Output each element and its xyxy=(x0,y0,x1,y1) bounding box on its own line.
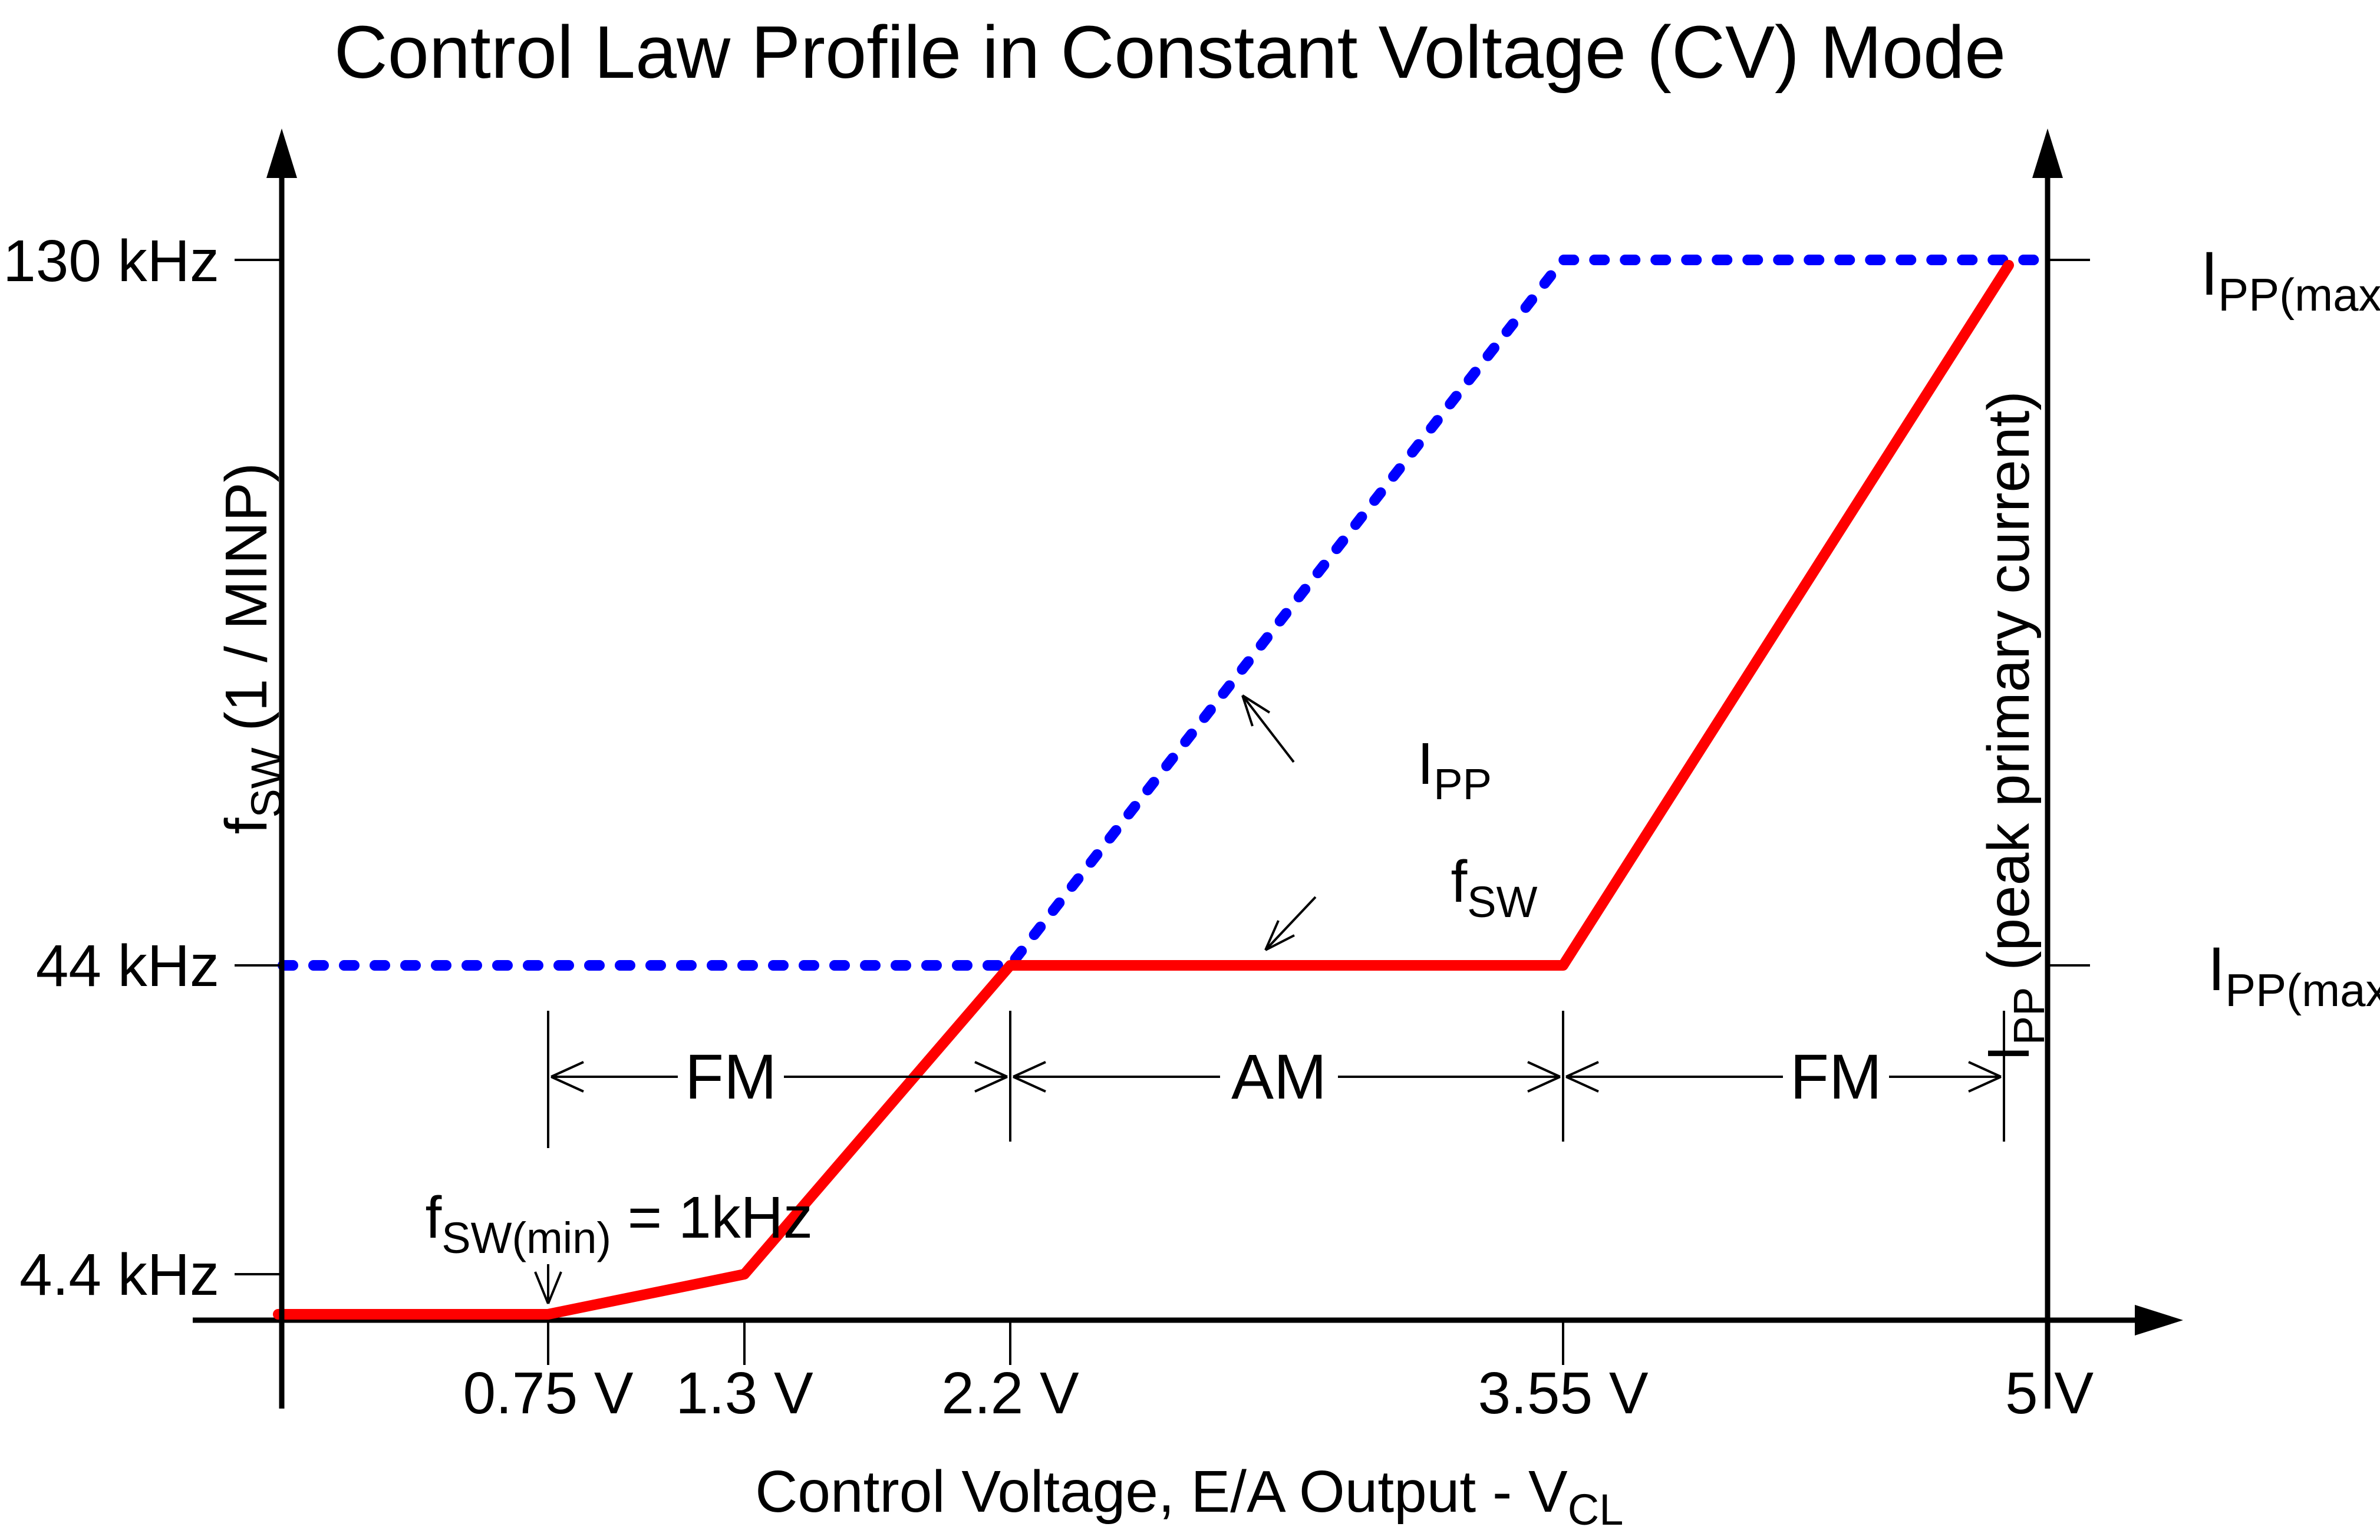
fm-left-region-arrow: FM xyxy=(551,1041,1008,1112)
y-right-axis-title: IPP (peak primary current) xyxy=(1976,342,2053,1143)
ipp-curve xyxy=(278,255,2048,971)
y-axis-right-arrowhead-icon xyxy=(2032,128,2063,178)
ipp-callout: IPP xyxy=(1241,694,1574,812)
y-right-tick-label-ippmax-3: IPP(max) / 3 xyxy=(2122,935,2380,1016)
am-region-arrow: AM xyxy=(1013,1041,1561,1112)
y-left-axis-title: fSW (1 / MINP) xyxy=(213,414,291,916)
ipp-callout-arrow-icon xyxy=(1241,694,1295,763)
chart-title: Control Law Profile in Constant Voltage … xyxy=(334,11,2006,94)
y-left-tick-label-44khz: 44 kHz xyxy=(36,933,219,999)
x-tick-label-1-3v: 1.3 V xyxy=(675,1360,813,1426)
fm-left-label: FM xyxy=(685,1041,777,1112)
x-tick-label-0-75v: 0.75 V xyxy=(463,1360,633,1426)
fsw-callout-label: fSW xyxy=(1336,849,1619,930)
am-label: AM xyxy=(1231,1041,1327,1112)
fsw-min-arrow-icon xyxy=(534,1264,562,1304)
fsw-min-annotation: fSW(min) = 1kHz xyxy=(311,1185,895,1304)
y-axis-left-arrowhead-icon xyxy=(266,128,297,178)
y-left-tick-label-4-4khz: 4.4 kHz xyxy=(19,1242,219,1308)
fsw-min-label: fSW(min) = 1kHz xyxy=(311,1185,895,1262)
ipp-callout-label: IPP xyxy=(1303,731,1574,812)
fsw-curve xyxy=(273,260,2014,1320)
x-tick-label-2-2v: 2.2 V xyxy=(941,1360,1079,1426)
fsw-callout: fSW xyxy=(1264,849,1619,951)
x-axis-title: Control Voltage, E/A Output - VCL xyxy=(673,1459,1672,1538)
fsw-callout-arrow-icon xyxy=(1264,896,1317,951)
y-left-tick-label-130khz: 130 kHz xyxy=(3,228,219,294)
x-tick-label-3-55v: 3.55 V xyxy=(1478,1360,1648,1426)
x-axis-arrowhead-icon xyxy=(2135,1305,2183,1335)
y-right-tick-label-ippmax: IPP(max) xyxy=(2115,239,2380,324)
fm-right-label: FM xyxy=(1790,1041,1882,1112)
x-tick-label-5v: 5 V xyxy=(2005,1360,2094,1426)
fm-right-region-arrow: FM xyxy=(1565,1041,2002,1112)
